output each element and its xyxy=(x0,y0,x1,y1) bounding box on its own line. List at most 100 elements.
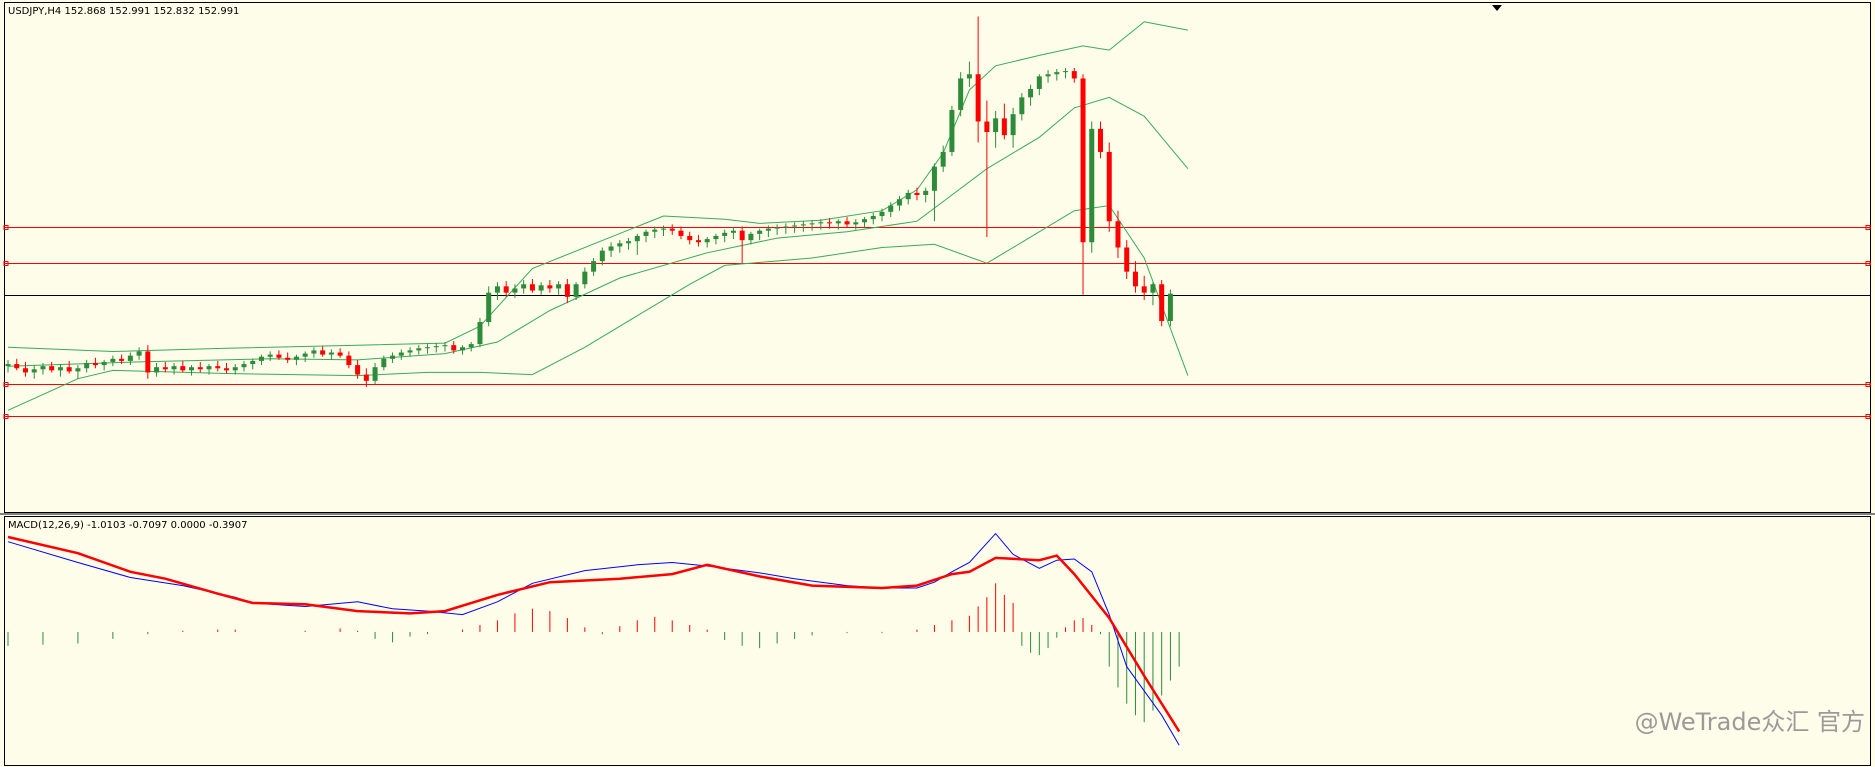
candle-body xyxy=(311,350,317,354)
candle-body xyxy=(748,233,754,241)
candle-body xyxy=(1010,114,1016,136)
candle-body xyxy=(1106,151,1112,222)
candle-body xyxy=(494,286,500,293)
candle-body xyxy=(276,354,282,358)
candle-body xyxy=(503,286,509,293)
macd-pane-frame xyxy=(4,516,1871,766)
candle-body xyxy=(993,118,999,132)
candle-body xyxy=(75,368,81,372)
candle-body xyxy=(984,121,990,132)
candle-body xyxy=(722,232,728,236)
candle-body xyxy=(975,74,981,122)
candle-body xyxy=(407,350,413,353)
candle-body xyxy=(206,366,212,370)
candle-body xyxy=(966,74,972,79)
candle-body xyxy=(302,353,308,357)
candle-body xyxy=(49,366,55,371)
watermark: @WeTrade众汇 官方 xyxy=(1634,708,1865,736)
candle-body xyxy=(355,365,361,375)
candle-body xyxy=(923,190,929,195)
candle-body xyxy=(835,221,841,224)
candle-body xyxy=(57,367,63,371)
candle-body xyxy=(232,367,238,371)
candle-body xyxy=(1063,71,1069,73)
candle-body xyxy=(661,228,666,230)
candle-body xyxy=(626,241,632,244)
candle-body xyxy=(914,192,920,195)
candle-body xyxy=(958,78,964,110)
candle-body xyxy=(827,222,833,224)
candle-body xyxy=(512,288,518,293)
candle-body xyxy=(862,219,868,223)
candle-body xyxy=(730,230,736,233)
candle-body xyxy=(136,351,142,356)
candle-body xyxy=(608,246,614,251)
candle-body xyxy=(564,284,570,297)
level-handle-right xyxy=(1865,225,1871,230)
candle-body xyxy=(599,250,605,262)
candle-body xyxy=(940,151,946,167)
candle-body xyxy=(425,347,431,349)
candle-body xyxy=(241,364,247,368)
macd-title: MACD(12,26,9) -1.0103 -0.7097 0.0000 -0.… xyxy=(8,520,247,531)
candle-body xyxy=(127,355,133,361)
candle-body xyxy=(853,222,859,225)
candle-body xyxy=(433,346,439,348)
candle-body xyxy=(486,292,492,323)
chart-shift-marker-icon xyxy=(1492,5,1502,11)
candle-body xyxy=(119,358,125,361)
candle-body xyxy=(162,367,168,370)
candle-body xyxy=(258,356,264,361)
candle-body xyxy=(363,374,369,381)
candle-body xyxy=(643,231,649,236)
candle-body xyxy=(1098,128,1103,152)
candle-body xyxy=(1089,128,1095,243)
candle-body xyxy=(774,227,780,229)
bollinger-lower-band xyxy=(7,204,1189,411)
candle-body xyxy=(591,261,597,272)
candle-body xyxy=(5,364,11,367)
candle-body xyxy=(687,235,693,241)
candle-body xyxy=(154,367,160,373)
candle-body xyxy=(538,285,544,291)
candle-body xyxy=(477,322,483,345)
candle-body xyxy=(870,216,876,220)
candle-body xyxy=(372,367,378,381)
candle-body xyxy=(949,109,955,152)
candle-body xyxy=(1001,118,1007,136)
candle-body xyxy=(1071,71,1077,79)
candle-body xyxy=(652,229,658,232)
candle-body xyxy=(844,221,850,225)
bollinger-middle-band xyxy=(7,96,1189,367)
main-title: USDJPY,H4 152.868 152.991 152.832 152.99… xyxy=(8,6,239,17)
candle-body xyxy=(556,284,562,289)
candle-body xyxy=(1167,293,1173,321)
candle-body xyxy=(1028,88,1034,98)
candle-body xyxy=(704,239,710,243)
candle-body xyxy=(573,284,579,297)
candle-body xyxy=(905,192,911,200)
candle-body xyxy=(320,350,326,355)
candle-body xyxy=(1150,284,1156,293)
candle-body xyxy=(896,199,902,206)
candle-body xyxy=(381,358,387,368)
candle-body xyxy=(1019,97,1025,115)
candle-body xyxy=(695,240,701,243)
level-handle-right xyxy=(1865,414,1871,419)
level-handle-left xyxy=(3,414,9,419)
candle-body xyxy=(442,345,448,347)
candle-body xyxy=(267,354,273,357)
candle-body xyxy=(765,228,771,231)
candle-body xyxy=(1045,74,1051,77)
candle-body xyxy=(879,211,885,216)
candle-body xyxy=(84,363,90,369)
candle-body xyxy=(337,352,343,356)
candle-body xyxy=(521,284,527,289)
candle-body xyxy=(92,363,98,366)
candle-body xyxy=(529,284,535,291)
level-handle-right xyxy=(1865,382,1871,387)
candle-body xyxy=(145,351,151,373)
candle-body xyxy=(171,366,177,370)
